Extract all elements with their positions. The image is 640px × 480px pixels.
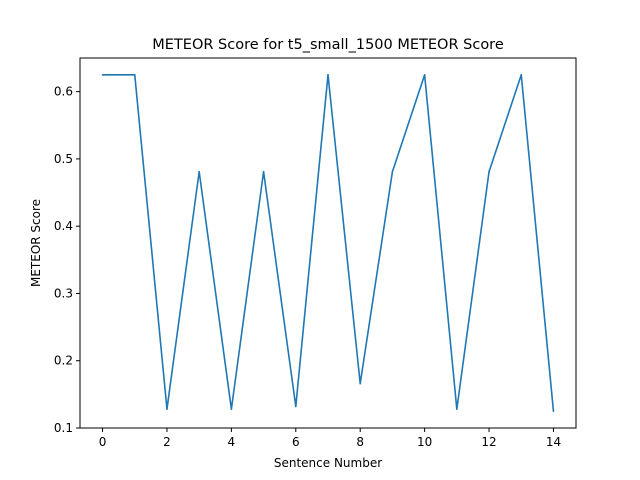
- y-tick-label: 0.6: [54, 85, 73, 99]
- data-point: [230, 408, 233, 410]
- y-tick-label: 0.1: [54, 421, 73, 435]
- x-tick-label: 8: [356, 435, 364, 449]
- y-tick-label: 0.4: [54, 219, 73, 233]
- data-point: [552, 410, 555, 412]
- y-tick-label: 0.3: [54, 286, 73, 300]
- data-point: [359, 382, 362, 385]
- x-tick-label: 12: [481, 435, 496, 449]
- y-axis-ticks: 0.1 0.2 0.3 0.4 0.5 0.6: [54, 85, 80, 435]
- y-tick-label: 0.5: [54, 152, 73, 166]
- x-tick-label: 10: [417, 435, 432, 449]
- data-point: [166, 408, 168, 410]
- data-point: [520, 74, 523, 76]
- x-tick-label: 0: [99, 435, 107, 449]
- y-axis-label: METEOR Score: [29, 199, 43, 287]
- data-point: [133, 74, 136, 76]
- data-point: [101, 74, 104, 76]
- x-tick-label: 6: [292, 435, 300, 449]
- x-axis-ticks: 0 2 4 6 8 10 12 14: [99, 428, 561, 449]
- data-point: [294, 405, 297, 408]
- x-axis-label: Sentence Number: [274, 456, 382, 470]
- data-point: [423, 74, 426, 76]
- y-tick-label: 0.2: [54, 354, 73, 368]
- data-point: [391, 170, 394, 173]
- plot-area: [101, 74, 555, 412]
- data-point: [327, 74, 329, 76]
- data-point: [488, 170, 490, 173]
- chart-title: METEOR Score for t5_small_1500 METEOR Sc…: [152, 37, 504, 53]
- x-tick-label: 14: [546, 435, 561, 449]
- x-tick-label: 2: [163, 435, 171, 449]
- data-point: [198, 170, 200, 173]
- data-point: [456, 408, 458, 410]
- data-point: [262, 170, 265, 173]
- axes-frame: [79, 57, 577, 429]
- x-tick-label: 4: [228, 435, 236, 449]
